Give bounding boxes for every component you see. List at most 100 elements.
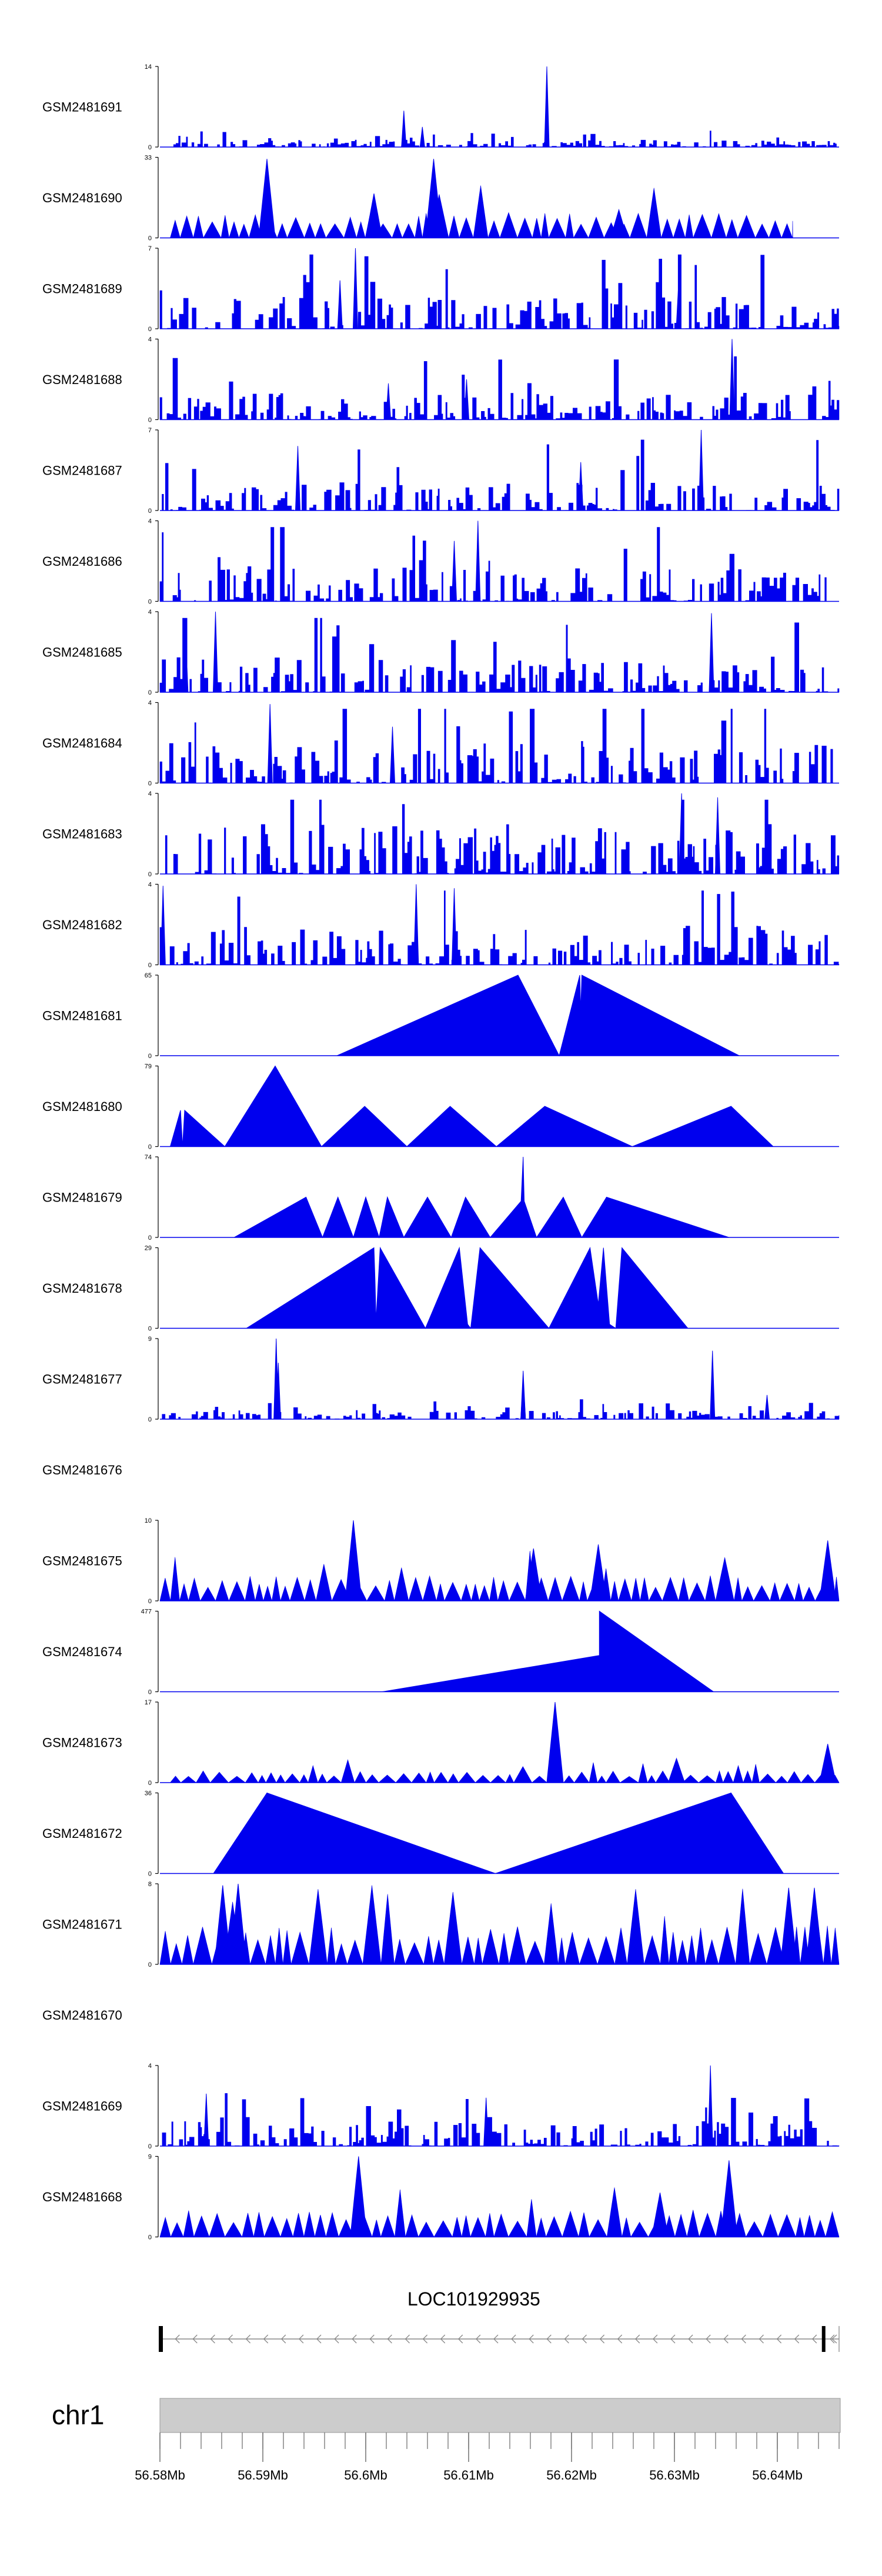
coverage-area	[159, 356, 840, 420]
track-GSM2481683: GSM2481683 4 0	[42, 790, 840, 878]
coverage-peak	[589, 1544, 607, 1601]
coverage-area	[159, 709, 839, 783]
track-label: GSM2481669	[42, 2099, 122, 2114]
coverage-peak	[710, 1350, 716, 1420]
strand-arrow	[422, 2334, 428, 2344]
coverage-peak	[203, 2093, 209, 2147]
track-GSM2481688: GSM2481688 4 0	[42, 336, 840, 424]
track-label: GSM2481682	[42, 917, 122, 932]
y-tick-zero-label: 0	[148, 599, 152, 606]
y-tick-zero-label: 0	[148, 1416, 152, 1423]
strand-arrow	[599, 2334, 605, 2344]
coverage-peak	[463, 379, 470, 420]
track-label: GSM2481677	[42, 1372, 122, 1387]
strand-arrow	[369, 2334, 375, 2344]
coverage-peak	[709, 613, 714, 693]
coverage-peak	[229, 1883, 247, 1965]
track-GSM2481681: GSM2481681 65 0	[42, 972, 839, 1060]
x-tick-label: 56.61Mb	[443, 2468, 494, 2482]
coverage-peak	[806, 1887, 823, 1965]
strand-arrow	[831, 2334, 837, 2344]
track-GSM2481679: GSM2481679 74 0	[42, 1154, 839, 1242]
track-GSM2481668: GSM2481668 9 0	[42, 2154, 840, 2241]
coverage-peak	[267, 704, 273, 783]
strand-arrow	[617, 2334, 623, 2344]
strand-arrow	[334, 2334, 339, 2344]
x-tick-label: 56.6Mb	[344, 2468, 387, 2482]
coverage-peak	[764, 1394, 770, 1420]
strand-arrow	[529, 2334, 534, 2344]
strand-arrow	[741, 2334, 746, 2344]
coverage-peak	[451, 888, 457, 965]
track-GSM2481674: GSM2481674 477 0	[42, 1609, 839, 1696]
coverage-peak	[720, 2160, 738, 2237]
track-label: GSM2481676	[42, 1463, 122, 1477]
track-GSM2481677: GSM2481677 9 0	[42, 1336, 840, 1423]
y-tick-max-label: 4	[148, 790, 152, 798]
coverage-area	[159, 890, 840, 965]
y-tick-max-label: 4	[148, 2063, 152, 2070]
track-GSM2481676: GSM2481676	[42, 1463, 122, 1477]
track-GSM2481682: GSM2481682 4 0	[42, 882, 840, 969]
strand-arrow	[811, 2334, 817, 2344]
coverage-area	[159, 2187, 840, 2238]
track-GSM2481675: GSM2481675 10 0	[42, 1517, 840, 1605]
track-label: GSM2481683	[42, 827, 122, 842]
coverage-peak	[295, 446, 301, 511]
track-GSM2481687: GSM2481687 7 0	[42, 427, 840, 515]
coverage-peak	[365, 193, 383, 238]
coverage-peak	[544, 66, 550, 148]
coverage-peak	[483, 2097, 489, 2147]
coverage-peak	[425, 159, 443, 238]
coverage-peak	[275, 1363, 281, 1420]
strand-arrow	[776, 2334, 782, 2344]
coverage-tracks: GSM2481691140GSM2481690330GSM248168970GS…	[42, 64, 840, 2241]
y-tick-max-label: 29	[145, 1245, 152, 1252]
strand-arrow	[652, 2334, 658, 2344]
strand-arrow	[582, 2334, 587, 2344]
y-tick-max-label: 65	[145, 972, 152, 979]
track-label: GSM2481685	[42, 645, 122, 660]
track-label: GSM2481668	[42, 2190, 122, 2204]
y-tick-zero-label: 0	[148, 871, 152, 878]
track-label: GSM2481678	[42, 1281, 122, 1296]
x-tick-label: 56.58Mb	[135, 2468, 185, 2482]
y-tick-max-label: 4	[148, 882, 152, 889]
coverage-peak	[214, 1885, 232, 1965]
coverage-area	[382, 1610, 715, 1692]
coverage-area	[160, 799, 840, 875]
strand-arrow	[192, 2334, 198, 2344]
y-tick-max-label: 8	[148, 1881, 152, 1888]
y-tick-zero-label: 0	[148, 144, 152, 151]
y-tick-zero-label: 0	[148, 2234, 152, 2241]
strand-arrow	[475, 2334, 481, 2344]
strand-arrow	[829, 2334, 835, 2344]
strand-arrow	[546, 2334, 552, 2344]
strand-arrow	[387, 2334, 392, 2344]
y-tick-zero-label: 0	[148, 962, 152, 969]
strand-arrow	[245, 2334, 251, 2344]
y-tick-max-label: 74	[145, 1154, 152, 1161]
y-tick-zero-label: 0	[148, 1053, 152, 1060]
coverage-area	[159, 254, 840, 329]
y-tick-max-label: 17	[145, 1699, 152, 1706]
track-label: GSM2481691	[42, 100, 122, 115]
track-GSM2481670: GSM2481670	[42, 2008, 122, 2023]
track-GSM2481673: GSM2481673 17 0	[42, 1699, 840, 1787]
coverage-area	[160, 1399, 840, 1420]
coverage-area	[159, 527, 829, 602]
y-tick-zero-label: 0	[148, 1144, 152, 1151]
gene-label: LOC101929935	[407, 2288, 540, 2310]
y-tick-max-label: 14	[145, 64, 152, 71]
strand-arrow	[316, 2334, 322, 2344]
strand-arrow	[457, 2334, 463, 2344]
track-GSM2481678: GSM2481678 29 0	[42, 1245, 839, 1333]
coverage-area	[169, 1759, 840, 1784]
y-tick-zero-label: 0	[148, 2143, 152, 2150]
coverage-peak	[707, 2065, 713, 2147]
coverage-area	[169, 1065, 774, 1147]
y-tick-zero-label: 0	[148, 417, 152, 424]
track-label: GSM2481679	[42, 1190, 122, 1205]
track-label: GSM2481675	[42, 1554, 122, 1569]
track-label: GSM2481687	[42, 463, 122, 478]
